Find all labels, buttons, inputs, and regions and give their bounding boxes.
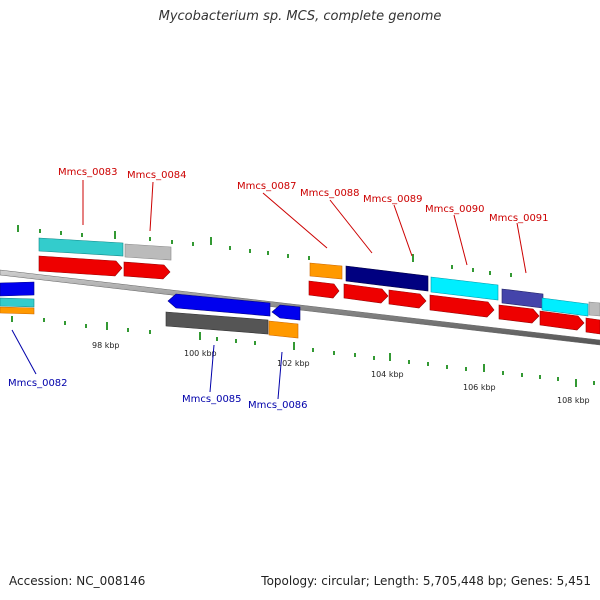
accession-label: Accession:: [9, 574, 73, 588]
accession-info: Accession: NC_008146: [9, 574, 145, 588]
upper-tick-row: [17, 225, 512, 277]
genes-label: Genes:: [510, 574, 553, 588]
gene-bar-mmcs-0082-orange[interactable]: [0, 306, 35, 315]
label-leader-lines: [11, 180, 527, 400]
gene-label-mmcs-0083[interactable]: Mmcs_0083: [58, 167, 118, 178]
tick-label-100kbp: 100 kbp: [184, 349, 217, 358]
cds-arrow[interactable]: [388, 289, 427, 309]
leader-line: [149, 181, 154, 232]
leader-line: [209, 344, 215, 393]
cds-arrow[interactable]: [539, 310, 585, 331]
accession-value: NC_008146: [76, 574, 146, 588]
gene-label-mmcs-0084[interactable]: Mmcs_0084: [127, 170, 187, 181]
gene-label-mmcs-0091[interactable]: Mmcs_0091: [489, 213, 549, 224]
gene-bar-mmcs-0085[interactable]: [165, 311, 269, 335]
leader-line: [11, 329, 37, 375]
gene-label-mmcs-0086[interactable]: Mmcs_0086: [248, 400, 308, 411]
gene-bar-mmcs-0086[interactable]: [268, 320, 299, 339]
gene-label-mmcs-0088[interactable]: Mmcs_0088: [300, 188, 360, 199]
tick-label-108kbp: 108 kbp: [557, 396, 590, 405]
lower-tick-row: [11, 316, 595, 387]
genome-summary: Topology: circular; Length: 5,705,448 bp…: [261, 574, 591, 588]
cds-arrow-mmcs-0085[interactable]: [167, 293, 271, 317]
leader-line: [516, 222, 527, 274]
gene-label-mmcs-0089[interactable]: Mmcs_0089: [363, 194, 423, 205]
tick-label-104kbp: 104 kbp: [371, 370, 404, 379]
tick-label-98kbp: 98 kbp: [92, 341, 120, 350]
tick-label-106kbp: 106 kbp: [463, 383, 496, 392]
gene-label-mmcs-0090[interactable]: Mmcs_0090: [425, 204, 485, 215]
cds-arrow-mmcs-0086[interactable]: [271, 304, 301, 321]
gene-bar-mmcs-0087[interactable]: [309, 262, 343, 280]
leader-line: [453, 214, 468, 266]
gene-bar-extra-gray[interactable]: [588, 301, 600, 317]
cds-arrow[interactable]: [429, 294, 495, 318]
length-value: 5,705,448 bp: [422, 574, 503, 588]
map-title: Mycobacterium sp. MCS, complete genome: [158, 9, 442, 24]
leader-line: [393, 204, 413, 257]
cds-arrow[interactable]: [343, 283, 389, 304]
cds-arrow[interactable]: [308, 280, 340, 299]
gene-bar-mmcs-0091[interactable]: [501, 288, 544, 309]
tick-label-102kbp: 102 kbp: [277, 359, 310, 368]
topology-value: circular: [321, 574, 366, 588]
genes-value: 5,451: [556, 574, 591, 588]
cds-arrow[interactable]: [123, 261, 171, 280]
cds-arrow-left-edge[interactable]: [0, 281, 35, 297]
cds-arrow[interactable]: [585, 317, 600, 335]
cds-arrow[interactable]: [38, 255, 123, 277]
gene-bar-mmcs-0089[interactable]: [430, 276, 499, 301]
gene-bar-mmcs-0088[interactable]: [345, 265, 429, 292]
reverse-feature-track: [0, 281, 301, 339]
leader-line: [262, 192, 328, 249]
forward-feature-track: [38, 237, 600, 317]
gene-bar-mmcs-0084[interactable]: [124, 243, 172, 261]
gene-label-mmcs-0082[interactable]: Mmcs_0082: [8, 378, 68, 389]
forward-cds-arrows: [38, 255, 600, 335]
gene-label-mmcs-0085[interactable]: Mmcs_0085: [182, 394, 242, 405]
leader-line: [277, 351, 283, 400]
gene-bar-extra-cyan[interactable]: [541, 297, 589, 317]
topology-label: Topology:: [261, 574, 318, 588]
gene-bar-mmcs-0082-cyan[interactable]: [0, 297, 35, 308]
leader-line: [329, 199, 373, 254]
gene-label-mmcs-0087[interactable]: Mmcs_0087: [237, 181, 297, 192]
length-label: Length:: [373, 574, 420, 588]
gene-bar-mmcs-0083[interactable]: [38, 237, 124, 257]
cds-arrow[interactable]: [498, 304, 540, 324]
